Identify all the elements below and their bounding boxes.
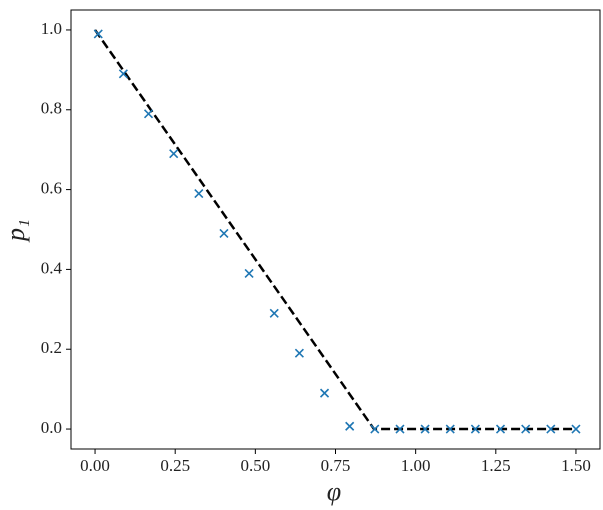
x-marker xyxy=(269,308,279,318)
y-tick-label: 0.8 xyxy=(41,99,62,118)
x-marker xyxy=(370,424,380,434)
x-marker xyxy=(169,149,179,159)
x-tick-label: 1.00 xyxy=(401,456,431,475)
x-marker xyxy=(294,348,304,358)
plot-frame xyxy=(70,9,601,450)
x-marker xyxy=(546,424,556,434)
x-marker xyxy=(93,29,103,39)
x-marker xyxy=(521,424,531,434)
x-tick-label: 1.25 xyxy=(481,456,511,475)
y-axis-label: p₁ xyxy=(1,219,30,243)
y-tick-label: 0.4 xyxy=(41,258,63,277)
x-marker xyxy=(143,109,154,119)
x-marker xyxy=(118,69,128,79)
y-tick-label: 1.0 xyxy=(41,19,62,38)
x-tick-label: 0.00 xyxy=(80,456,110,475)
y-tick-label: 0.2 xyxy=(41,338,62,357)
x-tick-label: 0.25 xyxy=(160,456,190,475)
x-marker xyxy=(420,424,430,434)
x-tick-label: 1.50 xyxy=(561,456,591,475)
x-marker xyxy=(345,421,355,431)
x-marker xyxy=(445,424,455,434)
x-marker xyxy=(395,424,405,434)
x-marker xyxy=(495,424,506,434)
x-marker xyxy=(571,424,581,434)
x-marker xyxy=(319,388,330,398)
x-axis-label: φ xyxy=(327,477,341,506)
y-tick-label: 0.0 xyxy=(41,418,62,437)
x-tick-label: 0.75 xyxy=(321,456,351,475)
x-marker xyxy=(470,424,480,434)
x-marker xyxy=(219,228,229,239)
dashed-line xyxy=(94,29,576,431)
x-marker xyxy=(244,268,254,278)
y-tick-label: 0.6 xyxy=(41,178,62,197)
x-tick-label: 0.50 xyxy=(240,456,270,475)
x-marker xyxy=(194,189,204,199)
